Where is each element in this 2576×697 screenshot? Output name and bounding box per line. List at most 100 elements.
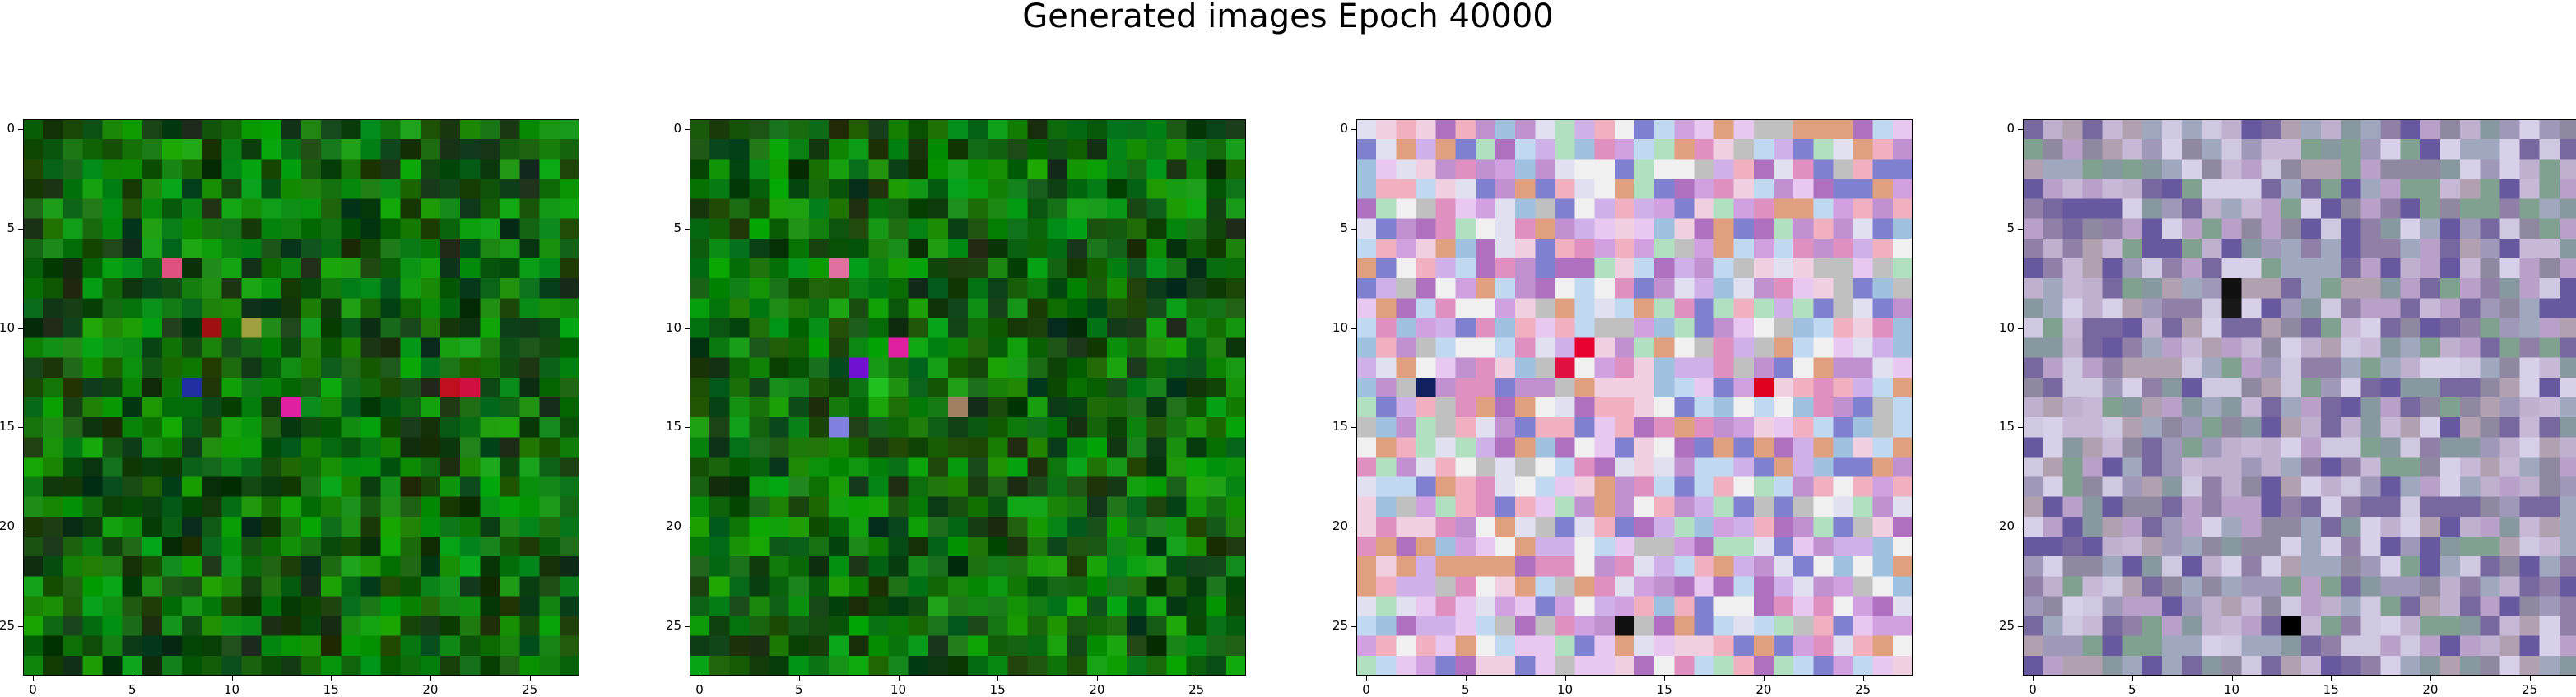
image-panel-1: 0 5 10 15 20 25 0 5 10 15 20 25: [0, 119, 579, 696]
x-tick-label: 15: [1656, 682, 1672, 697]
y-tick-label: 20: [0, 518, 15, 533]
axes-frame: [23, 119, 579, 676]
y-tick-label: 10: [1998, 319, 2015, 335]
x-tick-mark: [1565, 676, 1566, 681]
image-panel-3: 0 5 10 15 20 25 0 5 10 15 20 25: [1332, 119, 1913, 696]
y-tick-label: 10: [665, 319, 681, 335]
x-tick-label: 25: [1855, 682, 1872, 697]
y-tick-mark: [1351, 129, 1356, 131]
x-tick-mark: [430, 676, 431, 681]
y-tick-mark: [2018, 625, 2023, 627]
x-tick-label: 15: [2323, 682, 2339, 697]
x-tick-label: 25: [2522, 682, 2538, 697]
x-tick-label: 10: [1556, 682, 1574, 697]
x-tick-label: 20: [1089, 682, 1105, 697]
x-tick-label: 10: [2223, 682, 2240, 697]
y-tick-label: 10: [0, 319, 15, 335]
x-tick-label: 20: [2422, 682, 2439, 697]
x-tick-label: 0: [1362, 682, 1370, 697]
y-tick-label: 10: [1332, 319, 1348, 335]
generated-image: [1356, 119, 1913, 676]
image-panel-2: 0 5 10 15 20 25 0 5 10 15 20 25: [666, 119, 1246, 696]
y-tick-label: 0: [1340, 121, 1348, 137]
y-tick-label: 25: [1998, 617, 2015, 633]
generated-image: [2023, 119, 2576, 676]
y-tick-mark: [2018, 328, 2023, 329]
y-tick-label: 25: [0, 617, 15, 633]
x-tick-mark: [1763, 676, 1765, 681]
x-tick-label: 5: [1462, 682, 1470, 697]
figure-title: Generated images Epoch 40000: [1022, 0, 1554, 35]
y-tick-mark: [685, 427, 690, 429]
x-tick-mark: [1862, 676, 1864, 681]
x-tick-mark: [1096, 676, 1098, 681]
x-tick-mark: [798, 676, 800, 681]
y-tick-mark: [685, 328, 690, 329]
x-tick-label: 0: [2029, 682, 2037, 697]
x-tick-mark: [2331, 676, 2332, 681]
y-tick-mark: [18, 129, 23, 131]
x-tick-label: 5: [795, 682, 803, 697]
x-tick-mark: [2529, 676, 2531, 681]
axes-frame: [2023, 119, 2576, 676]
x-tick-mark: [1366, 676, 1368, 681]
x-tick-mark: [529, 676, 531, 681]
x-tick-label: 20: [422, 682, 439, 697]
y-tick-label: 5: [1340, 220, 1348, 235]
x-tick-mark: [231, 676, 233, 681]
y-tick-label: 5: [673, 220, 681, 235]
x-tick-label: 0: [29, 682, 37, 697]
y-tick-mark: [1351, 328, 1356, 329]
x-tick-mark: [33, 676, 35, 681]
y-tick-label: 20: [1332, 518, 1348, 533]
x-tick-mark: [2033, 676, 2034, 681]
y-tick-mark: [2018, 129, 2023, 131]
y-tick-mark: [685, 228, 690, 230]
y-tick-label: 15: [0, 419, 15, 434]
x-tick-label: 5: [128, 682, 137, 697]
y-tick-mark: [1351, 228, 1356, 230]
x-tick-mark: [997, 676, 999, 681]
y-tick-label: 0: [2006, 121, 2015, 137]
x-tick-mark: [1465, 676, 1467, 681]
y-tick-label: 5: [7, 220, 15, 235]
y-tick-label: 5: [2006, 220, 2015, 235]
generated-image: [23, 119, 579, 676]
y-tick-mark: [18, 228, 23, 230]
y-tick-label: 20: [1998, 518, 2015, 533]
y-tick-label: 25: [1332, 617, 1348, 633]
x-tick-mark: [2231, 676, 2233, 681]
y-tick-label: 15: [665, 419, 681, 434]
x-tick-label: 15: [989, 682, 1006, 697]
y-tick-label: 0: [7, 121, 15, 137]
y-tick-label: 0: [673, 121, 681, 137]
x-tick-label: 10: [223, 682, 240, 697]
x-tick-label: 0: [695, 682, 704, 697]
y-tick-mark: [2018, 228, 2023, 230]
x-tick-label: 5: [2128, 682, 2137, 697]
x-tick-mark: [2132, 676, 2133, 681]
x-tick-mark: [331, 676, 332, 681]
x-tick-mark: [1664, 676, 1666, 681]
x-tick-label: 10: [890, 682, 907, 697]
axes-frame: [1356, 119, 1913, 676]
x-tick-mark: [2430, 676, 2431, 681]
y-tick-label: 20: [665, 518, 681, 533]
x-tick-label: 20: [1755, 682, 1772, 697]
y-tick-mark: [18, 427, 23, 429]
x-tick-mark: [898, 676, 900, 681]
image-panel-4: 0 5 10 15 20 25 0 5 10 15 20 25: [1999, 119, 2576, 696]
x-tick-label: 15: [323, 682, 339, 697]
y-tick-mark: [2018, 427, 2023, 429]
y-tick-label: 25: [665, 617, 681, 633]
y-tick-mark: [1351, 625, 1356, 627]
y-tick-label: 15: [1332, 419, 1348, 434]
y-tick-mark: [685, 625, 690, 627]
generated-image: [690, 119, 1246, 676]
x-tick-label: 25: [522, 682, 538, 697]
y-tick-mark: [685, 129, 690, 131]
axes-frame: [690, 119, 1246, 676]
x-tick-label: 25: [1188, 682, 1205, 697]
y-tick-label: 15: [1998, 419, 2015, 434]
y-tick-mark: [18, 328, 23, 329]
